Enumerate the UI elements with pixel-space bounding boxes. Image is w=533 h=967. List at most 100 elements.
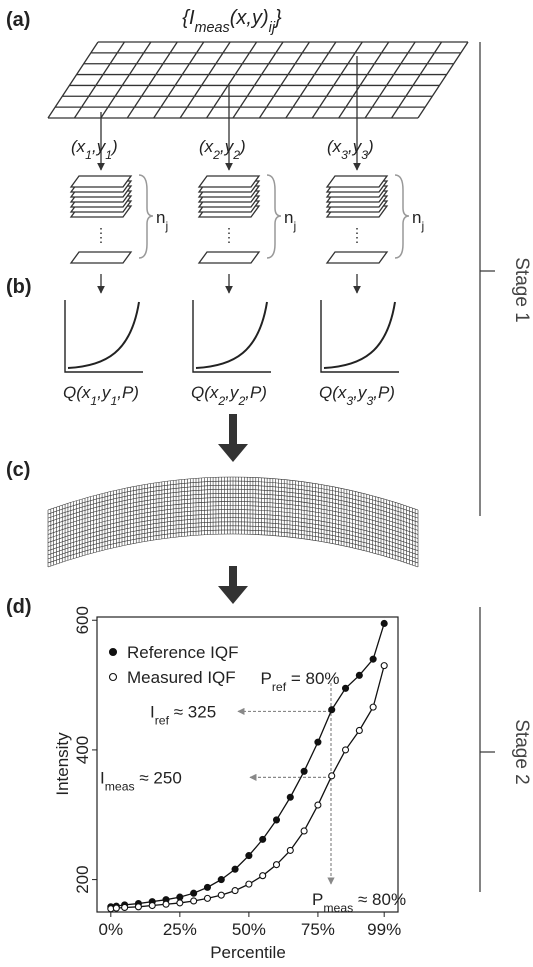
text-part: n bbox=[156, 208, 165, 227]
data-point bbox=[162, 900, 170, 908]
data-point bbox=[190, 889, 198, 897]
data-point bbox=[259, 835, 267, 843]
data-point bbox=[341, 684, 350, 692]
data-point bbox=[355, 726, 363, 735]
data-point bbox=[176, 893, 184, 901]
subscript: 1 bbox=[85, 148, 92, 162]
image-layer bbox=[69, 175, 133, 188]
data-point bbox=[369, 703, 377, 711]
panel-label: (c) bbox=[6, 459, 30, 481]
data-point bbox=[328, 706, 336, 714]
subscript: j bbox=[292, 219, 296, 233]
legend-label: Measured IQF bbox=[127, 668, 236, 687]
text-part: ) bbox=[366, 137, 374, 156]
grid-line bbox=[417, 41, 469, 119]
data-point bbox=[341, 746, 350, 754]
panel-label: (a) bbox=[6, 9, 30, 31]
data-point bbox=[148, 901, 156, 910]
subscript: 1 bbox=[110, 394, 117, 408]
quantile-label: Q(x1,y1,P) bbox=[63, 383, 139, 408]
image-layer bbox=[325, 175, 389, 188]
subscript: j bbox=[420, 219, 424, 233]
mini-curve bbox=[67, 301, 140, 369]
panel-label: (b) bbox=[6, 276, 32, 298]
grid-line bbox=[206, 41, 258, 119]
text-part: ) bbox=[110, 137, 118, 156]
data-point bbox=[121, 903, 129, 912]
data-point bbox=[217, 876, 225, 884]
y-axis-label: Intensity bbox=[53, 732, 72, 796]
data-point bbox=[369, 655, 377, 663]
annotation: Pref = 80% bbox=[260, 669, 339, 694]
text-part: ) bbox=[238, 137, 246, 156]
text-part: n bbox=[284, 208, 293, 227]
mini-curve bbox=[195, 301, 268, 369]
text-part: ,y bbox=[348, 137, 363, 156]
image-layer bbox=[325, 251, 389, 264]
data-point bbox=[231, 887, 239, 895]
annotation: Imeas ≈ 250 bbox=[100, 768, 182, 793]
data-point bbox=[314, 801, 322, 809]
text-part: ,P) bbox=[117, 383, 139, 402]
text-part: ≈ 250 bbox=[135, 768, 182, 787]
text-part: n bbox=[412, 208, 421, 227]
text-part: = 80% bbox=[286, 669, 339, 688]
text-part: (x bbox=[327, 137, 342, 156]
big-arrow bbox=[218, 414, 248, 604]
grid-line bbox=[179, 41, 231, 119]
data-point bbox=[259, 872, 267, 880]
stage-bracket bbox=[479, 42, 495, 892]
subscript: meas bbox=[195, 20, 230, 36]
mini-curve bbox=[323, 301, 396, 369]
text-part: Q(x bbox=[191, 383, 219, 402]
locations: (x1,y1)njQ(x1,y1,P)(x2,y2)njQ(x2,y2,P)(x… bbox=[63, 56, 424, 408]
data-point bbox=[112, 904, 120, 912]
text-part: {I bbox=[182, 7, 195, 29]
data-point bbox=[245, 880, 253, 888]
grid-line bbox=[285, 41, 337, 119]
location-label: (x3,y3) bbox=[327, 137, 374, 162]
subscript: 1 bbox=[90, 394, 97, 408]
series-line bbox=[110, 665, 385, 910]
text-part: (x bbox=[71, 137, 86, 156]
text-part: (x bbox=[199, 137, 214, 156]
data-point bbox=[190, 897, 198, 905]
x-tick-label: 75% bbox=[301, 920, 335, 939]
stack-count: nj bbox=[156, 208, 168, 233]
mini-axes bbox=[64, 300, 143, 373]
subscript: 2 bbox=[232, 148, 240, 162]
subscript: meas bbox=[323, 901, 353, 915]
data-point bbox=[134, 903, 142, 911]
y-tick-label: 400 bbox=[73, 736, 92, 764]
text-part: ,P) bbox=[245, 383, 267, 402]
series-line bbox=[110, 623, 385, 908]
text-part: ,y bbox=[225, 383, 240, 402]
plot-frame bbox=[96, 616, 399, 913]
data-point bbox=[272, 861, 281, 869]
text-part: ,y bbox=[220, 137, 235, 156]
grid-line bbox=[391, 41, 443, 119]
brace bbox=[138, 174, 154, 259]
data-point bbox=[217, 891, 225, 899]
subscript: 3 bbox=[361, 148, 368, 162]
annotation: Iref ≈ 325 bbox=[150, 702, 216, 727]
data-point bbox=[272, 816, 281, 824]
subscript: ref bbox=[155, 713, 170, 727]
subscript: 3 bbox=[341, 148, 348, 162]
data-point bbox=[245, 852, 253, 860]
grid-line bbox=[364, 41, 416, 119]
subscript: meas bbox=[105, 779, 135, 793]
y-tick-label: 200 bbox=[73, 865, 92, 893]
data-point bbox=[286, 793, 294, 801]
quantile-label: Q(x3,y3,P) bbox=[319, 383, 395, 408]
text-part: P bbox=[260, 669, 271, 688]
stack-count: nj bbox=[412, 208, 424, 233]
subscript: 2 bbox=[237, 394, 245, 408]
text-part: I bbox=[150, 702, 155, 721]
x-tick-label: 25% bbox=[163, 920, 197, 939]
legend-marker bbox=[108, 647, 118, 657]
text-part: I bbox=[100, 768, 105, 787]
grid-line bbox=[47, 41, 99, 119]
mesh-surface bbox=[47, 476, 419, 568]
stage-label: Stage 2 bbox=[511, 719, 532, 785]
